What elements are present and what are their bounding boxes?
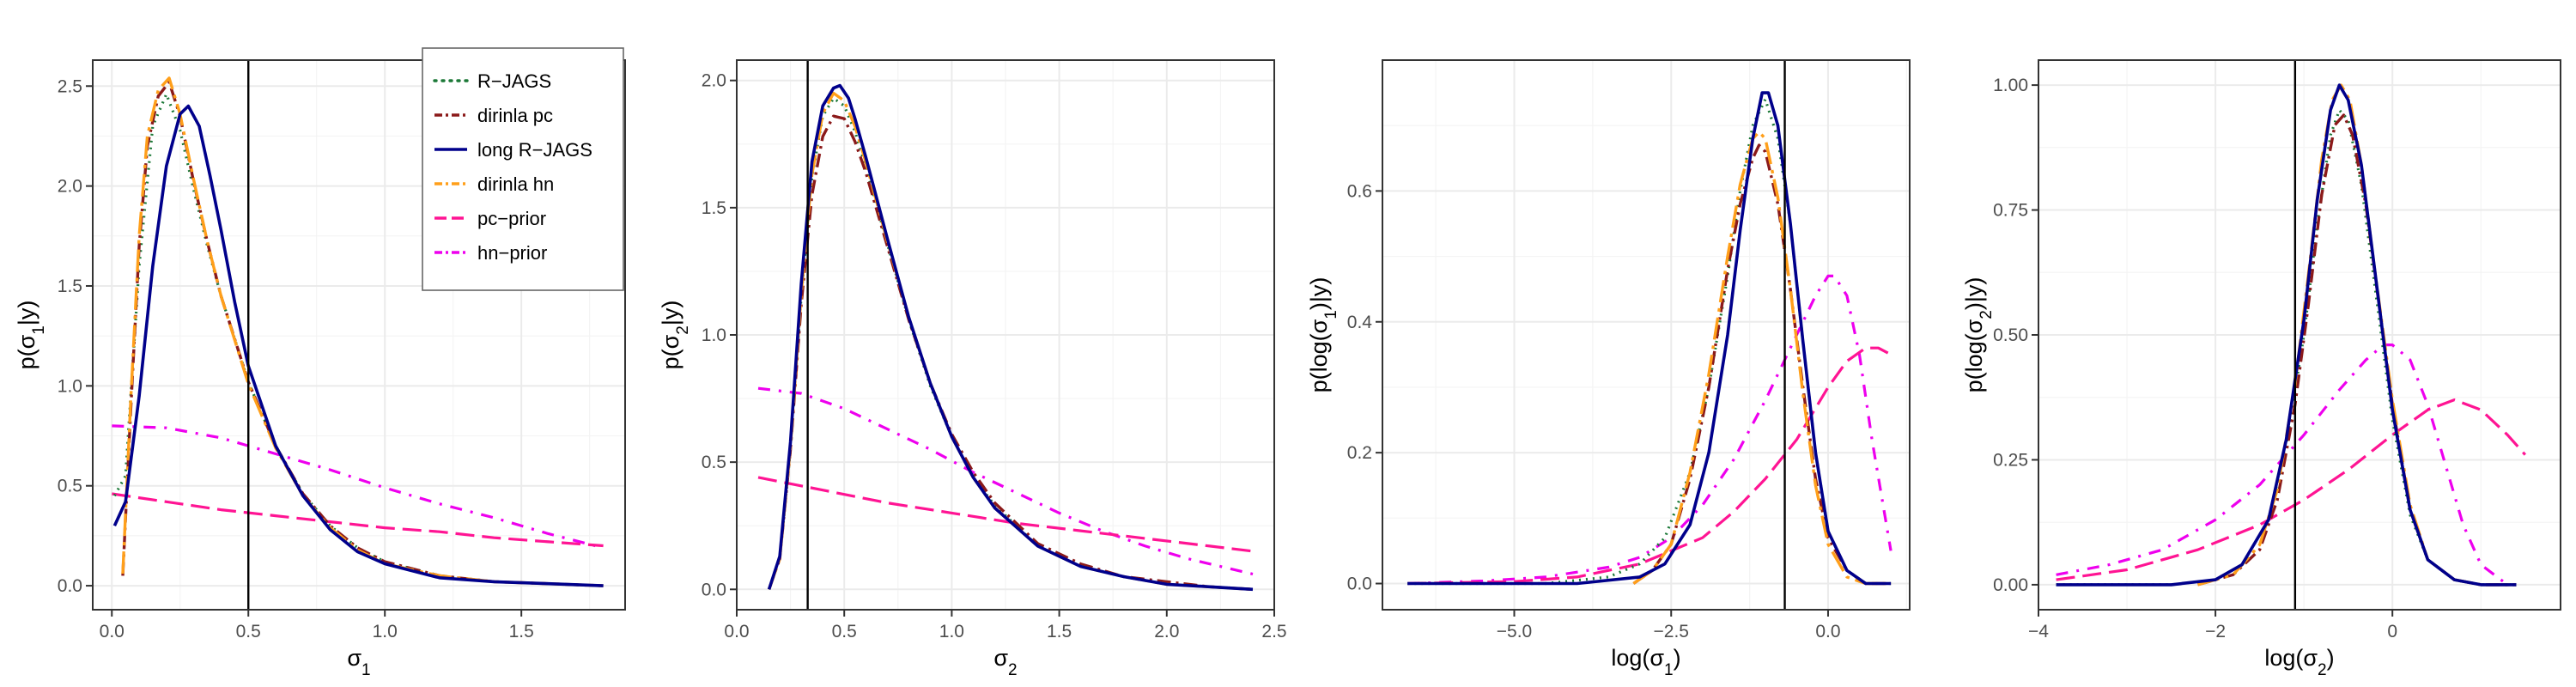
y-tick-label: 0.0	[58, 576, 82, 596]
series-line-dpc	[1632, 143, 1892, 586]
panel-border	[92, 59, 626, 611]
y-tick-label: 1.0	[702, 325, 726, 345]
x-tick-label: 1.0	[373, 622, 398, 641]
legend-item-pc: pc−prior	[434, 208, 546, 229]
grid	[737, 60, 1274, 610]
y-tick-label: 1.0	[58, 376, 82, 396]
legend-label: pc−prior	[477, 208, 546, 229]
y-tick-label: 0.5	[702, 453, 726, 472]
x-axis-title: σ2	[993, 645, 1017, 679]
y-tick-label: 2.5	[58, 76, 82, 96]
legend-label: dirinla hn	[477, 173, 554, 195]
x-tick-label: 1.5	[1047, 622, 1072, 641]
legend-label: long R−JAGS	[477, 139, 592, 161]
y-tick-label: 0.0	[702, 580, 726, 599]
x-tick-label: 0.0	[1815, 622, 1840, 641]
x-tick-label: −4	[2028, 622, 2049, 641]
y-tick-label: 1.5	[58, 277, 82, 296]
x-tick-label: 2.5	[1261, 622, 1286, 641]
series-line-hn	[112, 424, 604, 550]
y-tick-label: 0.00	[1993, 575, 2028, 595]
legend-label: hn−prior	[477, 242, 547, 264]
series-line-long	[112, 104, 604, 587]
chart-panel-2: 0.0 0.5 1.0 1.5 2.0 2.5 0.0 0.5 1.0 1.5 2.0 σ2 p(σ2|…	[658, 59, 1287, 679]
x-tick-label: 0.0	[100, 622, 125, 641]
series-group	[1407, 91, 1893, 586]
series-line-dhn	[1632, 131, 1892, 586]
legend-item-long: long R−JAGS	[434, 139, 592, 161]
y-tick-label: 0.5	[58, 477, 82, 496]
grid	[1382, 60, 1910, 610]
x-tick-label: −2.5	[1654, 622, 1689, 641]
series-line-dhn	[121, 76, 604, 587]
x-tick-label: 0.0	[724, 622, 749, 641]
series-line-pc	[1407, 346, 1892, 586]
x-tick-label: −2	[2205, 622, 2226, 641]
y-tick-label: 0.75	[1993, 201, 2028, 221]
x-tick-label: 1.5	[509, 622, 534, 641]
y-tick-label: 1.00	[1993, 76, 2028, 95]
y-tick-label: 0.2	[1347, 443, 1372, 463]
x-tick-label: 0.5	[832, 622, 857, 641]
y-tick-label: 0.4	[1347, 313, 1373, 332]
y-axis-title: p(σ2|y)	[658, 301, 692, 370]
x-axis-title: log(σ1)	[1611, 645, 1680, 679]
series-group	[2056, 83, 2526, 587]
x-tick-label: 0	[2387, 622, 2397, 641]
chart-panel-4: −4 −2 0 0.00 0.25 0.50 0.75 1.00 log(σ2) p(log(σ2…	[1961, 59, 2561, 679]
x-tick-label: 2.0	[1154, 622, 1179, 641]
legend-item-dhn: dirinla hn	[434, 173, 554, 195]
y-tick-label: 0.50	[1993, 325, 2028, 345]
legend-label: dirinla pc	[477, 105, 553, 126]
y-tick-label: 1.5	[702, 198, 726, 218]
legend-item-hn: hn−prior	[434, 242, 547, 264]
x-axis-title: σ1	[347, 645, 370, 679]
panels: 0.0 0.5 1.0 1.5 0.0 0.5 1.0 1.5 2.0 2.5 σ1 p(σ1|y) 0…	[14, 59, 2561, 679]
series-line-pc	[112, 492, 604, 548]
panel-border	[1382, 59, 1911, 611]
series-line-rjags	[1407, 98, 1892, 586]
legend-box	[422, 47, 624, 291]
legend-label: R−JAGS	[477, 70, 551, 92]
y-axis-title: p(log(σ1)|y)	[1306, 277, 1340, 393]
chart-panel-3: −5.0 −2.5 0.0 0.0 0.2 0.4 0.6 log(σ1) p(log(σ1)|…	[1306, 59, 1911, 679]
plot-area	[1382, 60, 1910, 610]
legend-item-dpc: dirinla pc	[434, 105, 553, 126]
legend-item-rjags: R−JAGS	[433, 70, 551, 92]
y-axis-title: p(log(σ2)|y)	[1961, 277, 1996, 393]
series-line-long	[2056, 83, 2517, 587]
y-tick-label: 2.0	[58, 177, 82, 197]
y-tick-label: 2.0	[702, 71, 726, 91]
x-tick-label: −5.0	[1497, 622, 1532, 641]
y-tick-label: 0.25	[1993, 450, 2028, 470]
x-tick-label: 1.0	[939, 622, 964, 641]
series-line-hn	[1407, 274, 1893, 586]
series-line-long	[1407, 91, 1892, 586]
series-line-hn	[2056, 344, 2509, 587]
legend: R−JAGS dirinla pc long R−JAGS dirinla hn pc−…	[422, 47, 624, 291]
x-axis-title: log(σ2)	[2264, 645, 2334, 679]
series-line-pc	[757, 476, 1254, 553]
y-axis-title: p(σ1|y)	[14, 301, 48, 370]
series-line-hn	[757, 386, 1254, 576]
x-tick-label: 0.5	[236, 622, 261, 641]
y-tick-label: 0.0	[1347, 575, 1372, 594]
y-tick-label: 0.6	[1347, 181, 1372, 201]
